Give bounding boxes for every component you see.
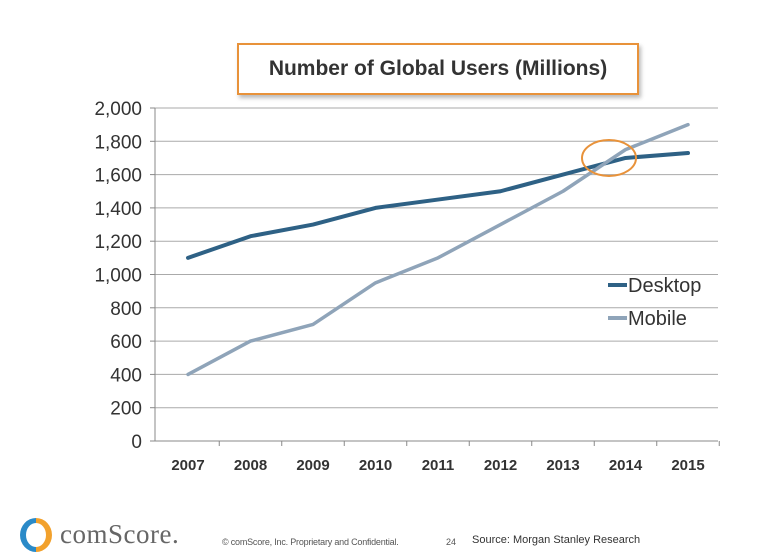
x-tick-label: 2007 — [171, 457, 204, 474]
comscore-logo-text: comScore. — [60, 519, 180, 549]
y-tick-label: 200 — [110, 399, 142, 420]
x-tick-label: 2011 — [422, 457, 455, 474]
x-tick-label: 2012 — [484, 457, 517, 474]
y-tick-label: 800 — [110, 299, 142, 320]
crossover-highlight-ellipse — [581, 139, 637, 177]
x-tick-label: 2015 — [671, 457, 704, 474]
chart-title: Number of Global Users (Millions) — [237, 43, 639, 95]
x-tick-label: 2014 — [609, 457, 643, 474]
x-tick-label: 2010 — [359, 457, 392, 474]
comscore-logo-icon — [20, 518, 52, 552]
x-tick-label: 2009 — [296, 457, 329, 474]
y-tick-label: 1,600 — [94, 166, 142, 187]
x-tick-label: 2008 — [234, 457, 267, 474]
copyright-text: © comScore, Inc. Proprietary and Confide… — [222, 537, 399, 547]
y-tick-label: 1,800 — [94, 132, 142, 153]
source-text: Source: Morgan Stanley Research — [472, 534, 641, 546]
x-tick-label: 2013 — [546, 457, 579, 474]
y-tick-label: 600 — [110, 332, 142, 353]
series-line-desktop — [186, 150, 690, 260]
page-number: 24 — [446, 537, 457, 547]
legend-label: Desktop — [628, 275, 701, 297]
y-tick-label: 1,000 — [94, 266, 142, 287]
y-tick-label: 2,000 — [94, 99, 142, 120]
y-tick-label: 1,400 — [94, 199, 142, 220]
y-tick-label: 400 — [110, 365, 142, 386]
legend-label: Mobile — [628, 308, 687, 330]
y-tick-label: 0 — [131, 432, 142, 453]
y-tick-label: 1,200 — [94, 232, 142, 253]
